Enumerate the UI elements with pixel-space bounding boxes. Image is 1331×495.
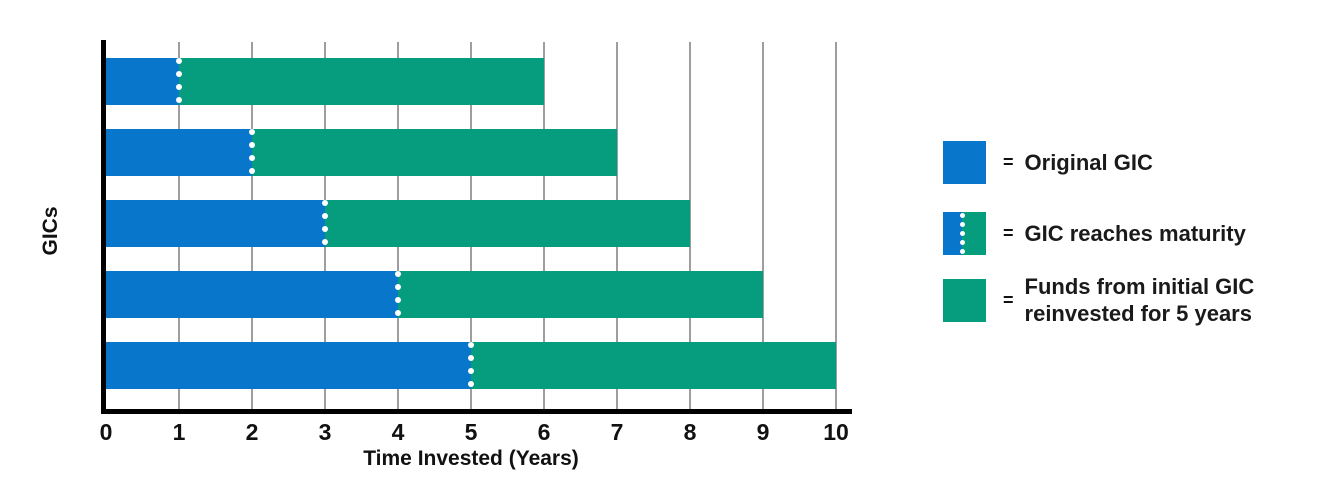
- x-tick-label-9: 9: [756, 419, 770, 445]
- maturity-swatch-green-half: [962, 212, 986, 255]
- maturity-dotted-line: [176, 58, 182, 64]
- x-tick-label-10: 10: [823, 419, 849, 445]
- x-axis-line: [101, 409, 852, 414]
- y-axis-line: [101, 40, 106, 414]
- original-gic-bar: [106, 342, 471, 389]
- original-gic-bar: [106, 271, 398, 318]
- x-tick-label-4: 4: [391, 419, 405, 445]
- original-gic-swatch: [943, 141, 986, 184]
- x-tick-label-3: 3: [318, 419, 332, 445]
- legend-label-reinvested-line1: Funds from initial GIC: [1024, 274, 1255, 299]
- x-tick-label-0: 0: [99, 419, 113, 445]
- maturity-dotted-line: [395, 271, 401, 277]
- maturity-dotted-line: [468, 342, 474, 348]
- gridline-year-9: [762, 42, 764, 409]
- reinvested-bar: [252, 129, 617, 176]
- x-tick-label-2: 2: [245, 419, 259, 445]
- maturity-swatch-blue-half: [943, 212, 963, 255]
- original-gic-bar: [106, 200, 325, 247]
- equals-sign: =: [1003, 223, 1014, 243]
- original-gic-bar: [106, 129, 252, 176]
- x-tick-label-5: 5: [464, 419, 478, 445]
- equals-sign: =: [1003, 152, 1014, 172]
- legend-item-original-gic: = Original GIC: [943, 141, 1153, 184]
- legend-item-reinvested: = Funds from initial GIC reinvested for …: [943, 273, 1254, 327]
- x-tick-label-8: 8: [683, 419, 697, 445]
- legend-item-gic-maturity: = GIC reaches maturity: [943, 212, 1246, 255]
- original-gic-bar: [106, 58, 179, 105]
- legend-label-reinvested-line2: reinvested for 5 years: [1024, 301, 1252, 326]
- legend-label-gic-maturity: GIC reaches maturity: [1024, 221, 1246, 246]
- gridline-year-8: [689, 42, 691, 409]
- maturity-dotted-line-icon: [959, 213, 965, 218]
- reinvested-bar: [398, 271, 763, 318]
- maturity-dotted-line: [322, 200, 328, 206]
- maturity-dotted-line: [249, 129, 255, 135]
- reinvested-bar: [325, 200, 690, 247]
- gridline-year-10: [835, 42, 837, 409]
- reinvested-swatch: [943, 278, 986, 322]
- y-axis-title: GICs: [39, 206, 62, 256]
- x-tick-label-6: 6: [537, 419, 551, 445]
- reinvested-bar: [471, 342, 836, 389]
- equals-sign: =: [1003, 289, 1014, 310]
- reinvested-bar: [179, 58, 544, 105]
- x-tick-label-7: 7: [610, 419, 624, 445]
- x-tick-label-1: 1: [172, 419, 186, 445]
- x-axis-title: Time Invested (Years): [363, 447, 579, 470]
- legend-label-original-gic: Original GIC: [1024, 150, 1153, 175]
- legend: = Original GIC = GIC reaches maturity = …: [943, 0, 1331, 495]
- legend-label-reinvested: Funds from initial GIC reinvested for 5 …: [1025, 273, 1255, 327]
- gic-maturity-swatch: [943, 212, 986, 255]
